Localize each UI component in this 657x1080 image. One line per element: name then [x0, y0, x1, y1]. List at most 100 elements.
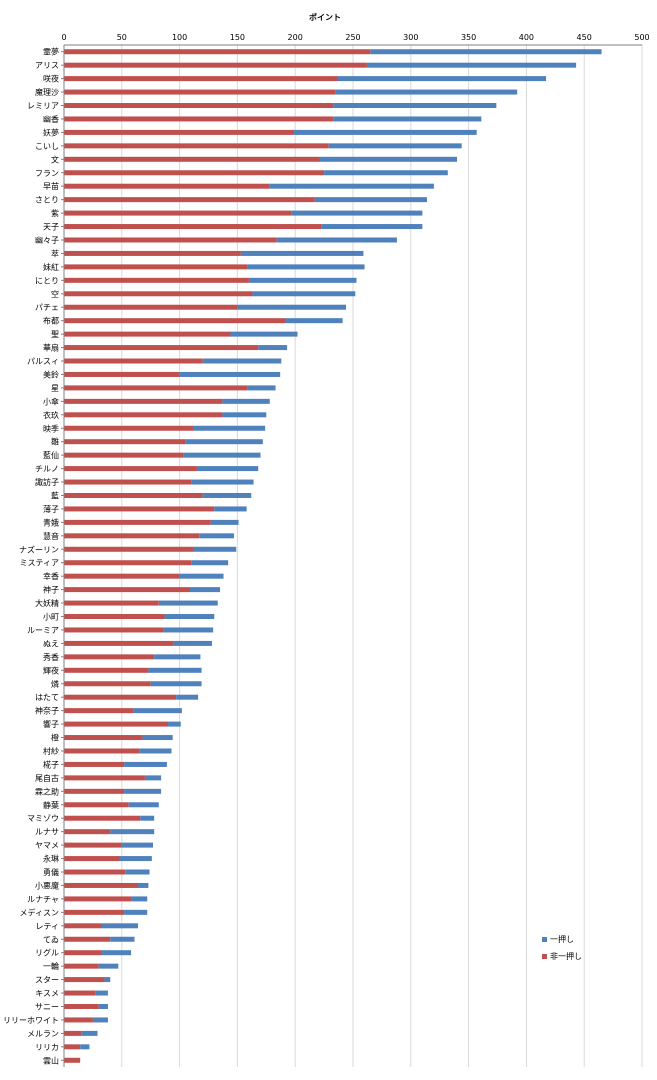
- bar-segment: [64, 856, 120, 862]
- category-label: 藍: [51, 490, 59, 500]
- bar-segment: [154, 654, 201, 660]
- category-label: 静葉: [43, 800, 59, 810]
- bar-segment: [100, 950, 132, 956]
- category-label: アリス: [35, 61, 59, 70]
- bar-segment: [64, 358, 203, 364]
- chart-title: ポイント: [309, 12, 341, 22]
- category-label: はたて: [35, 693, 59, 702]
- x-tick-label: 300: [403, 33, 418, 42]
- bar-segment: [328, 143, 462, 149]
- bar-segment: [64, 546, 194, 552]
- category-label: メルラン: [27, 1029, 59, 1038]
- bar-segment: [64, 331, 231, 337]
- bar-segment: [64, 479, 192, 485]
- category-label: マミゾウ: [27, 814, 59, 823]
- bar-segment: [144, 775, 162, 781]
- category-label: メディスン: [20, 907, 59, 917]
- bar-segment: [237, 304, 347, 310]
- bar-segment: [199, 533, 234, 539]
- bar-segment: [64, 143, 329, 149]
- bar-segment: [191, 560, 229, 566]
- bar-segment: [64, 681, 151, 687]
- bar-segment: [240, 250, 364, 256]
- category-label: 藍仙: [43, 450, 59, 460]
- bar-segment: [64, 950, 101, 956]
- category-label: 幽々子: [35, 236, 59, 245]
- bar-segment: [64, 573, 180, 579]
- bar-segment: [64, 640, 174, 646]
- category-label: 諏訪子: [35, 477, 59, 487]
- bar-segment: [80, 1044, 90, 1050]
- bar-segment: [64, 76, 338, 82]
- bar-segment: [137, 882, 149, 888]
- bar-segment: [64, 439, 186, 445]
- bar-segment: [64, 1030, 82, 1036]
- category-label: 雲山: [43, 1055, 59, 1065]
- category-label: 幸香: [43, 571, 59, 581]
- category-label: 永琳: [43, 854, 59, 864]
- bar-segment: [98, 963, 119, 969]
- bar-segment: [150, 681, 202, 687]
- bar-segment: [64, 291, 253, 297]
- category-label: 天子: [43, 223, 59, 232]
- bar-segment: [64, 1044, 81, 1050]
- bar-segment: [190, 587, 221, 593]
- bar-segment: [64, 748, 140, 754]
- bar-segment: [321, 224, 423, 230]
- x-tick-label: 500: [634, 33, 649, 42]
- x-tick-label: 450: [577, 33, 592, 42]
- bar-segment: [64, 250, 241, 256]
- bar-segment: [193, 425, 266, 431]
- bar-segment: [64, 425, 194, 431]
- bar-segment: [64, 519, 211, 525]
- bar-segment: [276, 237, 397, 243]
- bar-segment: [121, 842, 154, 848]
- bar-segment: [95, 990, 108, 996]
- category-label: さとり: [35, 196, 59, 205]
- bar-segment: [64, 116, 334, 122]
- category-label: 妹紅: [43, 262, 59, 272]
- category-label: 紫: [51, 209, 59, 218]
- bar-segment: [148, 667, 202, 673]
- x-tick-label: 50: [117, 33, 127, 42]
- category-label: 小町: [43, 613, 59, 622]
- category-label: 華扇: [43, 343, 59, 353]
- bar-segment: [64, 264, 248, 270]
- bar-segment: [191, 479, 254, 485]
- bar-segment: [214, 506, 247, 512]
- category-label: 映季: [43, 423, 59, 433]
- bar-segment: [64, 560, 192, 566]
- category-label: レティ: [35, 922, 59, 931]
- category-label: 響子: [43, 719, 59, 729]
- category-label: 青娥: [43, 517, 59, 527]
- x-tick-label: 0: [61, 33, 66, 42]
- bar-segment: [64, 277, 249, 283]
- bar-segment: [258, 345, 288, 351]
- bar-segment: [100, 923, 138, 929]
- category-label: 咲夜: [43, 74, 59, 84]
- category-label: 布都: [43, 316, 59, 326]
- bar-segment: [64, 183, 270, 189]
- bar-segment: [158, 600, 218, 606]
- bar-segment: [196, 466, 259, 472]
- category-label: ぬえ: [43, 639, 59, 648]
- bar-segment: [64, 735, 143, 741]
- category-label: 燐: [51, 679, 59, 689]
- x-tick-label: 400: [519, 33, 534, 42]
- category-label: 聖: [51, 330, 59, 339]
- bar-segment: [333, 103, 497, 109]
- category-label: 幽香: [43, 114, 59, 124]
- category-label: ナズーリン: [19, 544, 59, 554]
- bar-segment: [179, 573, 224, 579]
- category-label: 美鈴: [43, 369, 59, 379]
- category-label: 慧音: [43, 531, 59, 541]
- bar-segment: [142, 735, 173, 741]
- category-label: 神子: [43, 585, 59, 595]
- category-label: チルノ: [35, 465, 59, 474]
- bar-segment: [64, 533, 200, 539]
- bar-segment: [64, 775, 145, 781]
- bar-segment: [64, 761, 125, 767]
- category-label: 萃: [51, 248, 59, 258]
- bar-segment: [335, 89, 518, 95]
